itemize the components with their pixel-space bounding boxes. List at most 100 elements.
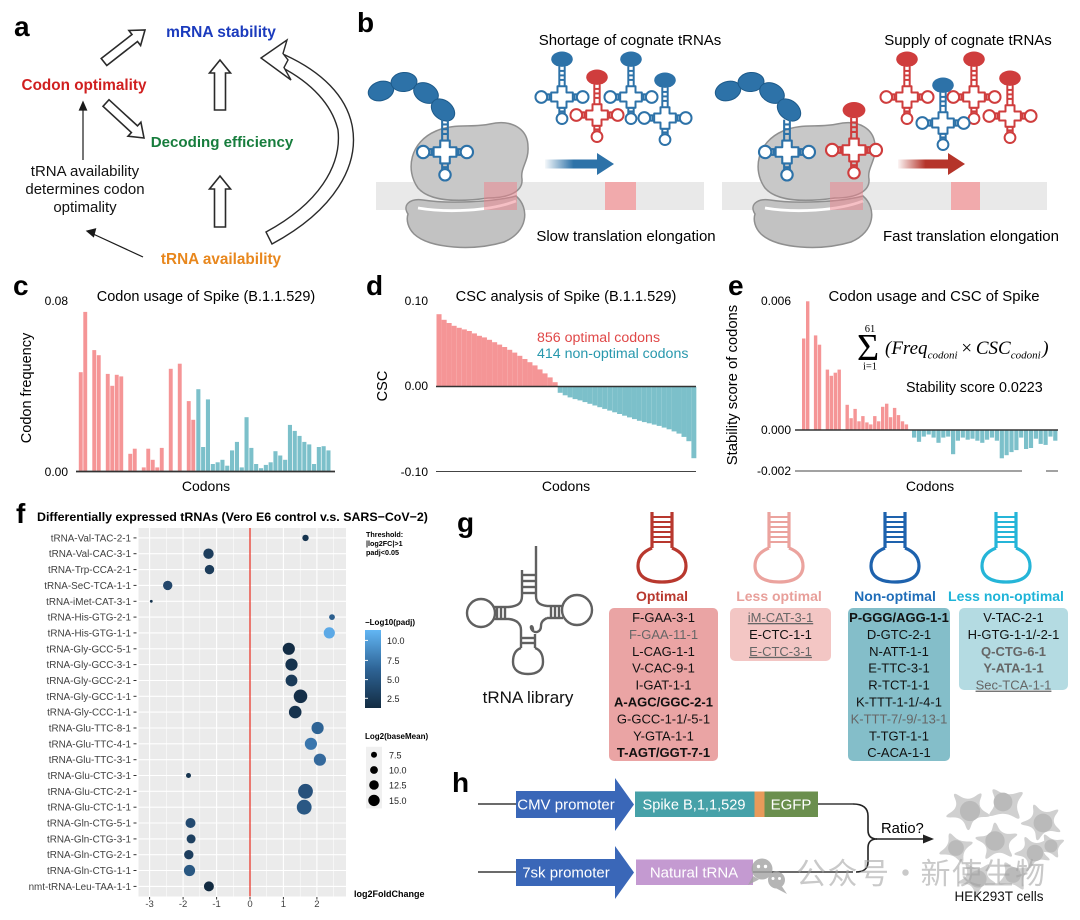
svg-text:padj<0.05: padj<0.05 [366, 548, 399, 557]
svg-text:g: g [457, 507, 474, 538]
svg-text:E-CTC-1-1: E-CTC-1-1 [749, 627, 812, 642]
svg-text:Decoding efficiency: Decoding efficiency [151, 134, 294, 151]
svg-text:K-TTT-1-1/-4-1: K-TTT-1-1/-4-1 [856, 695, 942, 710]
svg-text:c: c [13, 270, 29, 301]
svg-text:Non-optimal: Non-optimal [854, 588, 936, 604]
svg-text:-0.002: -0.002 [757, 464, 791, 478]
svg-text:Differentially expressed tRNAs: Differentially expressed tRNAs (Vero E6 … [37, 510, 428, 524]
svg-text:K-TTT-7/-9/-13-1: K-TTT-7/-9/-13-1 [851, 711, 948, 726]
svg-text:Stability score 0.0223: Stability score 0.0223 [906, 380, 1043, 396]
svg-text:tRNA-Gly-GCC-3-1: tRNA-Gly-GCC-3-1 [47, 660, 132, 671]
svg-text:tRNA-Gly-CCC-1-1: tRNA-Gly-CCC-1-1 [47, 708, 131, 719]
svg-text:A-AGC/GGC-2-1: A-AGC/GGC-2-1 [614, 695, 713, 710]
svg-text:d: d [366, 270, 383, 301]
svg-text:856 optimal codons: 856 optimal codons [537, 330, 660, 346]
svg-text:15.0: 15.0 [389, 796, 407, 806]
svg-text:L-CAG-1-1: L-CAG-1-1 [632, 644, 695, 659]
svg-text:12.5: 12.5 [389, 781, 407, 791]
svg-text:Slow translation elongation: Slow translation elongation [536, 228, 715, 245]
svg-text:tRNA-Val-CAC-3-1: tRNA-Val-CAC-3-1 [49, 549, 132, 560]
svg-text:2.5: 2.5 [387, 694, 400, 704]
svg-text:Supply of cognate tRNAs: Supply of cognate tRNAs [884, 32, 1052, 49]
svg-text:7.5: 7.5 [389, 750, 402, 760]
svg-text:2: 2 [314, 899, 319, 910]
svg-text:Codon usage of Spike (B.1.1.52: Codon usage of Spike (B.1.1.529) [97, 289, 315, 305]
svg-text:tRNA availability: tRNA availability [161, 251, 282, 268]
svg-text:Less optimal: Less optimal [736, 588, 822, 604]
svg-text:Log2(baseMean): Log2(baseMean) [365, 732, 428, 741]
svg-text:5.0: 5.0 [387, 675, 400, 685]
svg-text:CMV promoter: CMV promoter [517, 797, 615, 814]
svg-text:C-ACA-1-1: C-ACA-1-1 [867, 745, 931, 760]
svg-text:tRNA-Trp-CCA-2-1: tRNA-Trp-CCA-2-1 [48, 565, 132, 576]
svg-text:0: 0 [247, 899, 252, 910]
svg-text:CSC analysis of Spike (B.1.1.5: CSC analysis of Spike (B.1.1.529) [456, 289, 677, 305]
svg-text:Optimal: Optimal [636, 588, 688, 604]
svg-text:Codon frequency: Codon frequency [19, 332, 35, 443]
svg-text:|log2FC|>1: |log2FC|>1 [366, 539, 403, 548]
svg-text:0.08: 0.08 [45, 294, 69, 308]
svg-text:Σ: Σ [857, 327, 879, 369]
svg-text:10.0: 10.0 [389, 766, 407, 776]
svg-text:tRNA-Gly-GCC-1-1: tRNA-Gly-GCC-1-1 [47, 692, 132, 703]
svg-text:Codon usage and CSC of Spike: Codon usage and CSC of Spike [828, 289, 1039, 305]
svg-text:tRNA-Gly-GCC-5-1: tRNA-Gly-GCC-5-1 [47, 644, 132, 655]
svg-text:Spike B,1,1,529: Spike B,1,1,529 [642, 798, 745, 814]
svg-text:F-GAA-11-1: F-GAA-11-1 [629, 627, 698, 642]
svg-text:E-TTC-3-1: E-TTC-3-1 [868, 661, 929, 676]
svg-text:tRNA-His-GTG-2-1: tRNA-His-GTG-2-1 [48, 613, 132, 624]
svg-text:D-GTC-2-1: D-GTC-2-1 [867, 627, 931, 642]
svg-text:tRNA-iMet-CAT-3-1: tRNA-iMet-CAT-3-1 [46, 597, 131, 608]
svg-text:Y-ATA-1-1: Y-ATA-1-1 [983, 661, 1043, 676]
svg-text:F-GAA-3-1: F-GAA-3-1 [632, 610, 695, 625]
svg-text:tRNA-His-GTG-1-1: tRNA-His-GTG-1-1 [48, 628, 132, 639]
svg-text:I-GAT-1-1: I-GAT-1-1 [635, 678, 691, 693]
svg-text:tRNA availability: tRNA availability [31, 163, 140, 180]
svg-text:tRNA-Glu-CTC-2-1: tRNA-Glu-CTC-2-1 [48, 787, 132, 798]
svg-text:P-GGG/AGG-1-1: P-GGG/AGG-1-1 [849, 610, 949, 625]
svg-text:iM-CAT-3-1: iM-CAT-3-1 [748, 610, 813, 625]
svg-text:Fast translation elongation: Fast translation elongation [883, 228, 1059, 245]
svg-text:Shortage of cognate tRNAs: Shortage of cognate tRNAs [539, 32, 722, 49]
svg-text:-3: -3 [145, 899, 153, 910]
svg-text:H-GTG-1-1/-2-1: H-GTG-1-1/-2-1 [968, 627, 1060, 642]
svg-text:log2FoldChange: log2FoldChange [354, 889, 425, 899]
svg-text:tRNA-Gln-CTG-3-1: tRNA-Gln-CTG-3-1 [47, 834, 131, 845]
svg-text:−Log10(padj): −Log10(padj) [365, 618, 415, 627]
svg-text:T-TGT-1-1: T-TGT-1-1 [869, 728, 929, 743]
svg-text:mRNA stability: mRNA stability [166, 24, 276, 41]
svg-text:Stability score of codons: Stability score of codons [725, 305, 741, 465]
svg-text:414 non-optimal codons: 414 non-optimal codons [537, 346, 688, 362]
svg-text:tRNA-Glu-TTC-8-1: tRNA-Glu-TTC-8-1 [49, 724, 132, 735]
svg-text:e: e [728, 270, 744, 301]
svg-text:-0.10: -0.10 [401, 465, 429, 479]
svg-text:0.000: 0.000 [761, 423, 791, 437]
svg-text:tRNA-Gly-GCC-2-1: tRNA-Gly-GCC-2-1 [47, 676, 132, 687]
svg-text:b: b [357, 7, 374, 38]
svg-text:tRNA-Gln-CTG-1-1: tRNA-Gln-CTG-1-1 [47, 866, 131, 877]
svg-text:V-CAC-9-1: V-CAC-9-1 [632, 661, 695, 676]
svg-text:Less non-optimal: Less non-optimal [948, 588, 1064, 604]
svg-text:(Freqcodoni × CSCcodoni ): (Freqcodoni × CSCcodoni ) [885, 338, 1049, 362]
svg-text:tRNA-Gln-CTG-2-1: tRNA-Gln-CTG-2-1 [47, 850, 131, 861]
svg-text:Sec-TCA-1-1: Sec-TCA-1-1 [976, 678, 1052, 693]
svg-text:0.10: 0.10 [405, 294, 429, 308]
svg-text:7.5: 7.5 [387, 656, 400, 666]
svg-text:tRNA-Val-TAC-2-1: tRNA-Val-TAC-2-1 [51, 533, 132, 544]
svg-text:-2: -2 [179, 899, 187, 910]
svg-text:Threshold:: Threshold: [366, 530, 403, 539]
svg-text:0.00: 0.00 [45, 465, 69, 479]
svg-text:61: 61 [865, 324, 876, 335]
svg-text:Codons: Codons [542, 478, 590, 494]
svg-text:Codons: Codons [906, 478, 954, 494]
svg-text:tRNA library: tRNA library [483, 688, 574, 707]
svg-text:R-TCT-1-1: R-TCT-1-1 [868, 678, 929, 693]
svg-text:Codon optimality: Codon optimality [22, 77, 147, 94]
svg-text:V-TAC-2-1: V-TAC-2-1 [983, 610, 1043, 625]
svg-text:CSC: CSC [375, 371, 391, 402]
svg-text:f: f [16, 498, 26, 529]
svg-text:determines codon: determines codon [25, 181, 144, 198]
svg-text:0.006: 0.006 [761, 294, 791, 308]
svg-text:h: h [452, 767, 469, 798]
svg-text:E-CTC-3-1: E-CTC-3-1 [749, 644, 812, 659]
